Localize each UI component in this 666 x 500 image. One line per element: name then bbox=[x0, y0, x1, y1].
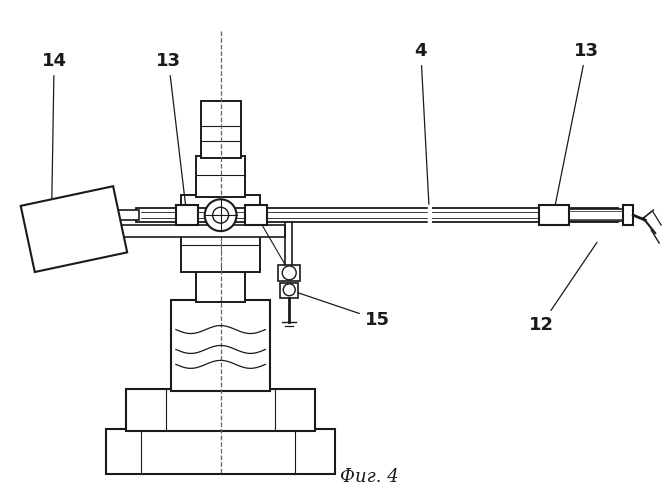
Bar bbox=[220, 208, 619, 222]
Bar bbox=[246, 205, 267, 225]
Bar bbox=[430, 206, 432, 224]
Text: 12: 12 bbox=[529, 242, 597, 334]
Circle shape bbox=[212, 207, 228, 223]
Text: 14: 14 bbox=[42, 52, 67, 212]
Bar bbox=[280, 283, 298, 298]
Text: 13: 13 bbox=[554, 42, 599, 209]
Bar bbox=[196, 270, 246, 302]
Text: 13: 13 bbox=[156, 52, 186, 204]
Circle shape bbox=[282, 266, 296, 280]
Text: 4: 4 bbox=[414, 42, 430, 212]
Text: Фиг. 4: Фиг. 4 bbox=[340, 468, 399, 485]
Polygon shape bbox=[21, 186, 127, 272]
Bar bbox=[171, 300, 270, 391]
Bar bbox=[196, 156, 246, 198]
Bar bbox=[126, 389, 315, 431]
Bar bbox=[176, 205, 198, 225]
Bar bbox=[136, 208, 226, 222]
Bar bbox=[539, 205, 569, 225]
Text: 15: 15 bbox=[292, 290, 390, 329]
Bar bbox=[200, 101, 240, 158]
Bar bbox=[101, 210, 139, 220]
Bar bbox=[623, 205, 633, 225]
Bar bbox=[181, 196, 260, 272]
Bar bbox=[278, 265, 300, 281]
Bar bbox=[111, 225, 285, 237]
Circle shape bbox=[283, 284, 295, 296]
Bar bbox=[107, 429, 335, 474]
Circle shape bbox=[204, 200, 236, 231]
Bar bbox=[569, 209, 628, 221]
